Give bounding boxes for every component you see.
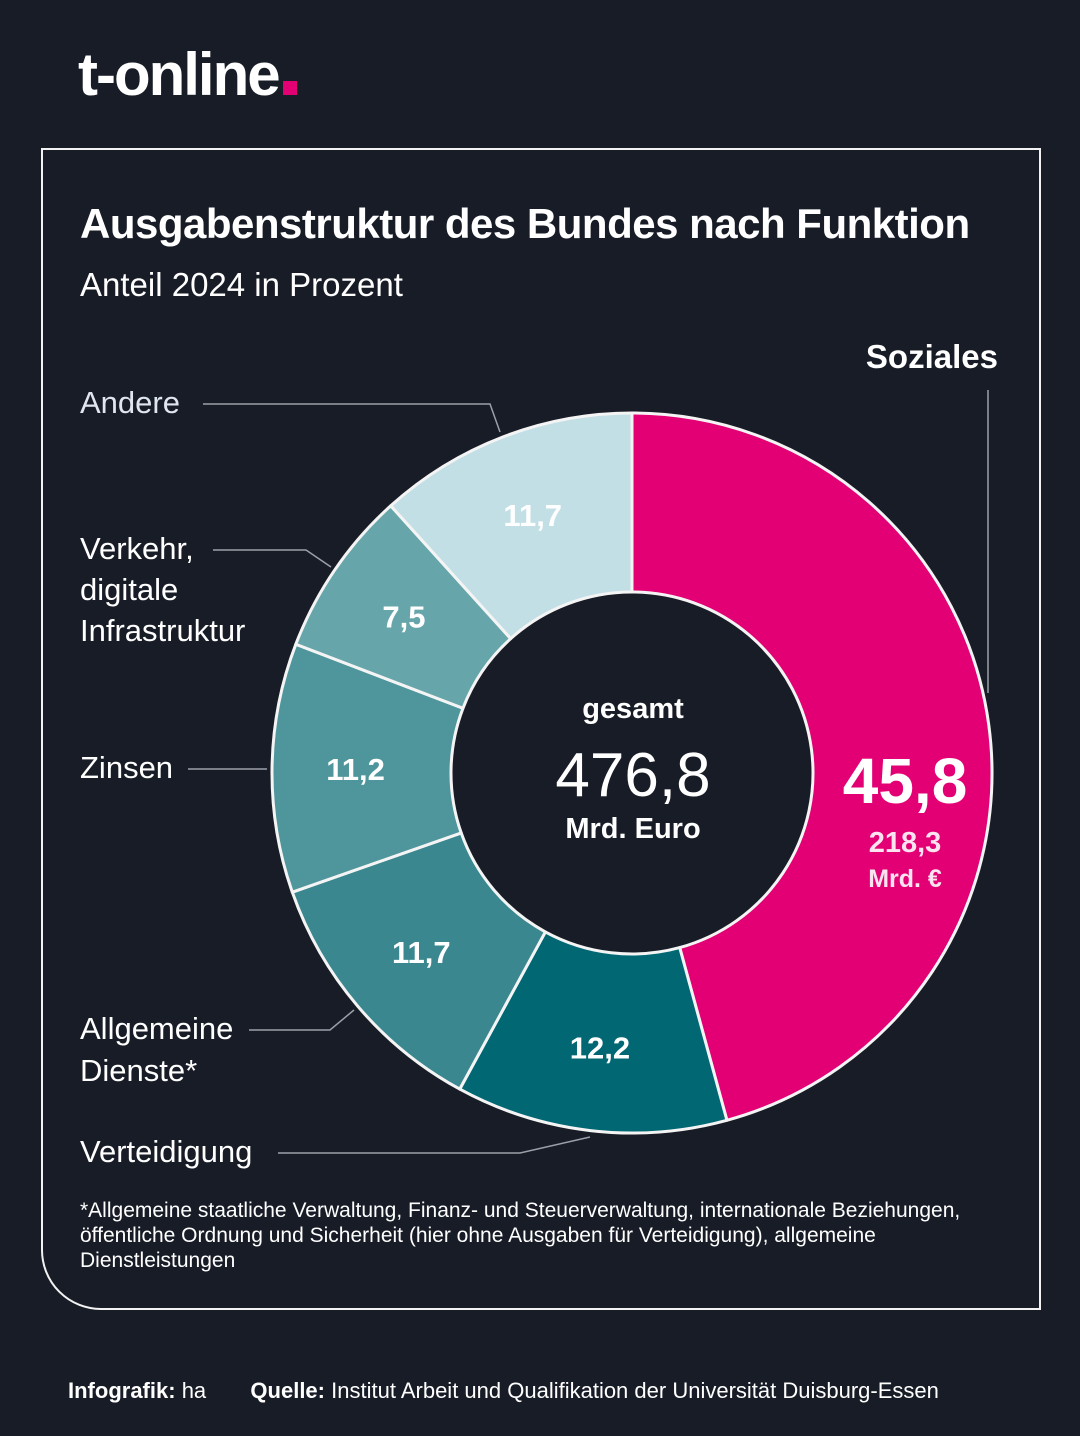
infografik-value: ha [181,1378,207,1403]
logo-dot-icon [282,81,297,95]
category-label-line: Verteidigung [80,1134,252,1169]
quelle-value: Institut Arbeit und Qualifikation der Un… [331,1378,939,1403]
slice-value-zinsen: 11,2 [326,752,385,787]
category-label-zinsen: Zinsen [80,750,173,785]
leader-line-andere [203,403,501,433]
center-total-unit: Mrd. Euro [565,813,700,845]
category-label-line: Soziales [866,338,998,375]
leader-line-allgemeine-dienste [249,1009,355,1031]
donut-slice-soziales [630,411,994,1122]
credits: Infografik: ha Quelle: Institut Arbeit u… [68,1378,939,1404]
category-label-line: Andere [80,385,180,420]
infografik-label: Infografik: [68,1378,176,1403]
t-online-logo: t-online [78,40,297,110]
slice-value-andere: 11,7 [503,498,562,533]
category-label-line: Dienste* [80,1053,197,1088]
chart-subtitle: Anteil 2024 in Prozent [80,266,403,303]
center-total-value: 476,8 [555,741,710,810]
category-label-line: Verkehr, [80,531,194,566]
donut-slice-zinsen [270,642,465,894]
donut-slice-andere [389,411,634,641]
chart-title: Ausgabenstruktur des Bundes nach Funktio… [80,200,970,247]
leader-line-verkehr [213,549,332,568]
leader-lines [188,390,989,1154]
soziales-amount-unit: Mrd. € [868,865,942,893]
category-label-verteidigung: Verteidigung [80,1134,252,1169]
category-label-line: Zinsen [80,750,173,785]
donut-slice-verteidigung [458,930,729,1135]
chart-frame [41,148,1041,1310]
slice-value-verteidigung: 12,2 [570,1031,630,1066]
slice-value-labels: 12,2 11,7 11,2 7,5 11,7 [326,498,630,1066]
slice-value-allgemeine-dienste: 11,7 [392,935,451,970]
category-label-line: Allgemeine [80,1011,233,1046]
category-label-verkehr: Verkehr, digitale Infrastruktur [80,531,245,648]
category-label-line: digitale [80,572,178,607]
category-label-soziales: Soziales [866,338,998,375]
category-label-allgemeine-dienste: Allgemeine Dienste* [80,1011,242,1088]
soziales-percent-label: 45,8 [843,745,968,817]
category-label-andere: Andere [80,385,180,420]
logo-text: t-online [78,41,281,108]
category-label-line: Infrastruktur [80,613,245,648]
donut-slices [270,411,994,1135]
center-total-label: gesamt [582,693,684,725]
slice-value-verkehr-digitale-infrastruktur: 7,5 [382,600,425,635]
soziales-amount-label: 218,3 [869,827,942,859]
footnote: *Allgemeine staatliche Verwaltung, Finan… [80,1199,961,1272]
quelle-label: Quelle: [250,1378,325,1403]
leader-line-verteidigung [278,1136,591,1154]
donut-slice-allgemeine-dienste [290,831,547,1091]
